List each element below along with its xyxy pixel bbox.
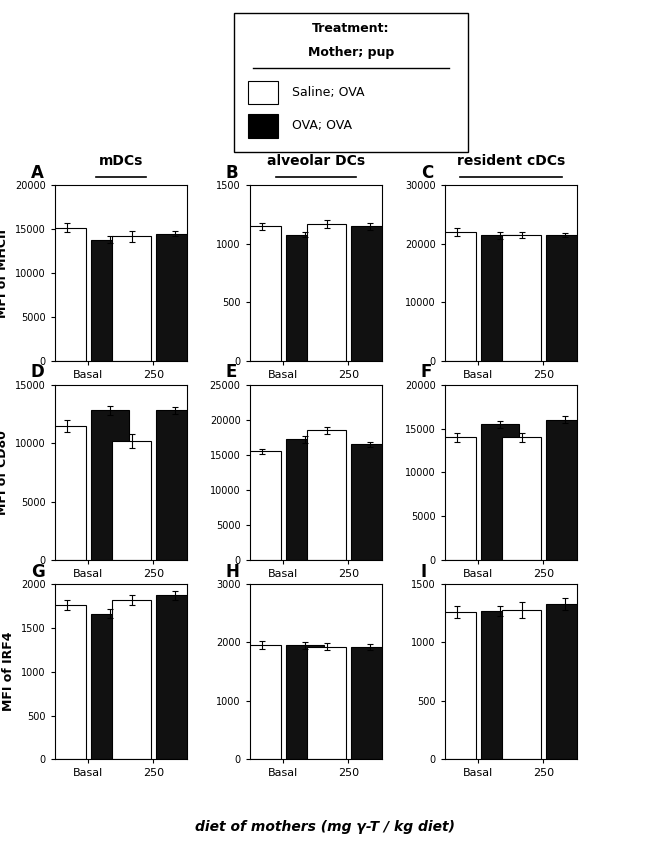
Bar xyxy=(248,114,278,137)
Bar xyxy=(307,224,346,361)
Text: B: B xyxy=(226,164,239,182)
Bar xyxy=(91,240,129,361)
Text: A: A xyxy=(31,164,44,182)
Y-axis label: MFI of MHCII: MFI of MHCII xyxy=(0,229,9,317)
Bar xyxy=(351,226,389,361)
Bar xyxy=(112,600,151,759)
Bar xyxy=(437,612,476,759)
Text: Mother; pup: Mother; pup xyxy=(308,46,394,59)
Bar xyxy=(286,645,324,759)
Bar xyxy=(47,227,86,361)
Bar xyxy=(156,234,194,361)
Bar xyxy=(546,235,584,361)
Bar xyxy=(242,645,281,759)
Text: diet of mothers (mg γ-T / kg diet): diet of mothers (mg γ-T / kg diet) xyxy=(195,819,455,834)
Text: mDCs: mDCs xyxy=(99,154,143,168)
Y-axis label: MFI of CD80: MFI of CD80 xyxy=(0,430,9,514)
Bar xyxy=(437,232,476,361)
Text: OVA; OVA: OVA; OVA xyxy=(292,120,352,132)
Bar xyxy=(242,451,281,560)
Bar xyxy=(242,226,281,361)
Bar xyxy=(91,410,129,560)
Bar xyxy=(248,81,278,104)
Bar xyxy=(112,237,151,361)
Bar xyxy=(307,647,346,759)
Bar xyxy=(481,424,519,560)
Text: H: H xyxy=(226,562,240,580)
Bar xyxy=(546,604,584,759)
Bar xyxy=(156,595,194,759)
Text: G: G xyxy=(31,562,44,580)
Bar xyxy=(481,611,519,759)
Bar xyxy=(112,441,151,560)
Y-axis label: MFI of IRF4: MFI of IRF4 xyxy=(3,632,16,711)
Bar xyxy=(47,426,86,560)
Text: resident cDCs: resident cDCs xyxy=(457,154,565,168)
Bar xyxy=(481,235,519,361)
Bar xyxy=(351,647,389,759)
Bar xyxy=(91,614,129,759)
Bar xyxy=(502,235,541,361)
Text: C: C xyxy=(421,164,433,182)
Bar xyxy=(351,445,389,560)
Text: D: D xyxy=(31,363,44,381)
Text: Saline; OVA: Saline; OVA xyxy=(292,86,365,99)
Text: alveolar DCs: alveolar DCs xyxy=(267,154,365,168)
Bar xyxy=(546,420,584,560)
Bar xyxy=(286,440,324,560)
Text: E: E xyxy=(226,363,237,381)
Bar xyxy=(307,430,346,560)
Text: Treatment:: Treatment: xyxy=(312,23,390,35)
Bar xyxy=(286,235,324,361)
Bar xyxy=(502,610,541,759)
Bar xyxy=(437,437,476,560)
Text: I: I xyxy=(421,562,427,580)
Bar xyxy=(156,410,194,560)
Text: F: F xyxy=(421,363,432,381)
Bar xyxy=(47,605,86,759)
Bar xyxy=(502,437,541,560)
